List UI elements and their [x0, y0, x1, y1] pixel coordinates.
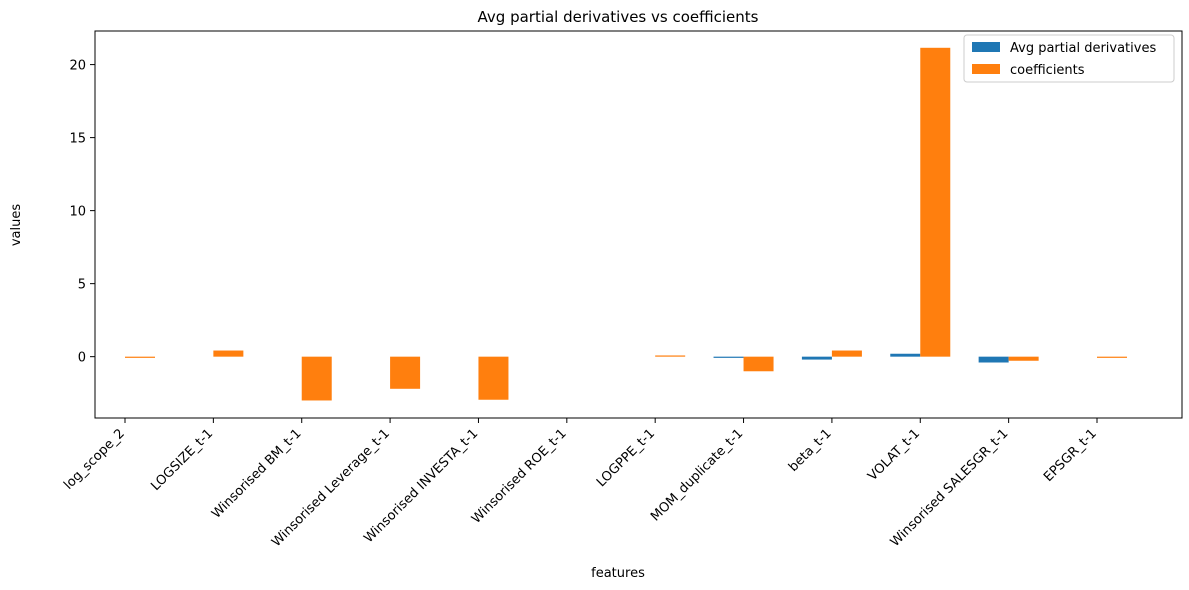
x-tick-label-beta-t-1: beta_t-1: [786, 426, 835, 475]
x-tick-label-epsgr-t-1: EPSGR_t-1: [1041, 426, 1100, 485]
plot-frame: [94, 30, 1183, 419]
x-tick-label-logppe-t-1: LOGPPE_t-1: [594, 426, 658, 490]
y-axis: 0 5 10 15 20: [69, 59, 95, 366]
bar-coefficients-beta-t-1: [831, 350, 862, 357]
x-tick-label-logsize-t-1: LOGSIZE_t-1: [148, 426, 216, 494]
bar-coefficients-winsorised-salesgr-t-1: [1008, 356, 1039, 361]
legend-frame: [963, 34, 1175, 83]
x-axis-label: features: [591, 566, 645, 581]
bar-avg-partial-derivatives-volat-t-1: [890, 353, 921, 357]
legend: Avg partial derivatives coefficients: [963, 34, 1175, 83]
bar-coefficients-volat-t-1: [920, 47, 951, 357]
x-tick-label-winsorised-roe-t-1: Winsorised ROE_t-1: [469, 426, 570, 527]
chart-title: Avg partial derivatives vs coefficients: [478, 8, 759, 26]
plot-area: [125, 47, 1127, 401]
x-tick-label-winsorised-bm-t-1: Winsorised BM_t-1: [209, 426, 304, 521]
x-tick-label-mom-duplicate-t-1: MOM_duplicate_t-1: [648, 426, 746, 524]
y-tick-label-15: 15: [69, 132, 86, 147]
x-tick-label-volat-t-1: VOLAT_t-1: [865, 426, 923, 484]
bar-coefficients-mom-duplicate-t-1: [743, 356, 774, 372]
bar-avg-partial-derivatives-mom-duplicate-t-1: [713, 356, 744, 358]
legend-label-avg-partial-derivatives: Avg partial derivatives: [1010, 41, 1156, 56]
legend-swatch-coefficients: [972, 64, 1000, 74]
y-tick-label-10: 10: [69, 205, 86, 220]
x-tick-label-log-scope-2: log_scope_2: [61, 426, 128, 493]
bar-coefficients-logppe-t-1: [655, 355, 686, 357]
bar-coefficients-log-scope-2: [125, 356, 155, 358]
bar-coefficients-epsgr-t-1: [1097, 356, 1127, 358]
y-tick-label-20: 20: [69, 59, 86, 74]
bar-coefficients-winsorised-leverage-t-1: [390, 356, 421, 389]
bar-coefficients-winsorised-bm-t-1: [301, 356, 332, 401]
bar-coefficients-logsize-t-1: [213, 350, 244, 357]
bar-avg-partial-derivatives-beta-t-1: [801, 356, 832, 360]
bar-coefficients-winsorised-investa-t-1: [478, 356, 509, 400]
y-axis-label: values: [9, 204, 24, 247]
legend-swatch-avg-partial-derivatives: [972, 42, 1000, 52]
y-tick-label-5: 5: [78, 278, 86, 293]
legend-label-coefficients: coefficients: [1010, 63, 1085, 78]
y-tick-label-0: 0: [78, 351, 86, 366]
bar-avg-partial-derivatives-winsorised-salesgr-t-1: [978, 356, 1009, 363]
